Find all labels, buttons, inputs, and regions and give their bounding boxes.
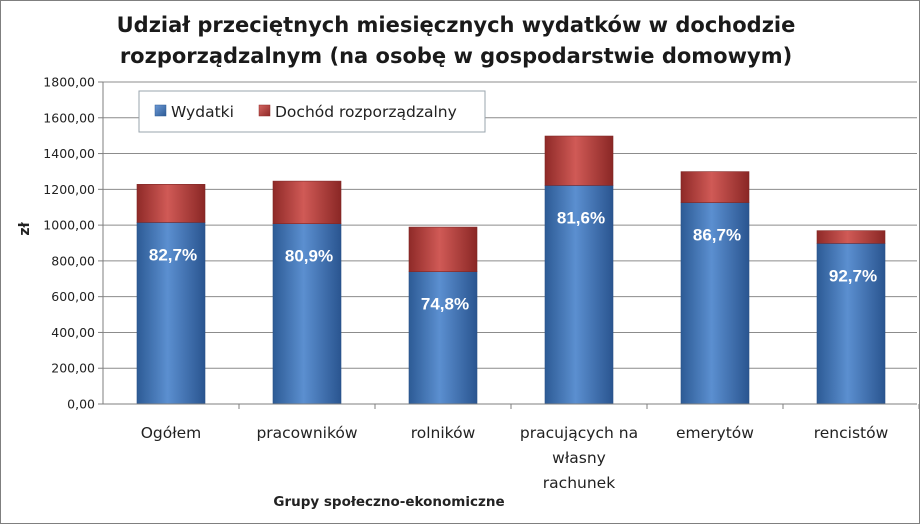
legend-box: [138, 90, 486, 133]
bar-wydatki: [544, 185, 614, 405]
data-label: 80,9%: [285, 247, 333, 266]
y-axis-label: zł: [17, 222, 33, 236]
y-gridlines: [103, 81, 917, 369]
y-tick-label: 1800,00: [43, 75, 95, 90]
x-tick-label: pracujących na własny rachunek: [520, 424, 638, 492]
legend: Wydatki Dochód rozporządzalny: [138, 90, 486, 133]
bar-dochod: [816, 230, 886, 244]
bar-dochod: [408, 226, 478, 272]
legend-label-dochod: Dochód rozporządzalny: [275, 103, 457, 121]
data-label: 81,6%: [557, 208, 605, 227]
y-tick-label: 1400,00: [43, 146, 95, 161]
legend-swatch-dochod: [258, 104, 271, 117]
data-label: 86,7%: [693, 226, 741, 245]
y-tick-label: 1000,00: [43, 218, 95, 233]
data-label: 92,7%: [829, 266, 877, 285]
bar-wydatki: [680, 202, 750, 405]
bar-dochod: [544, 135, 614, 186]
bar-dochod: [136, 184, 206, 223]
chart-title-line-2: rozporządzalnym (na osobę w gospodarstwi…: [120, 44, 792, 68]
y-tick-label: 1600,00: [43, 110, 95, 125]
x-tick-label: rencistów: [814, 424, 889, 442]
bars: [136, 135, 886, 405]
x-axis-label: Grupy społeczno-ekonomiczne: [273, 494, 504, 510]
y-tick-label: 800,00: [51, 253, 95, 268]
x-tick-label: rolników: [411, 424, 476, 442]
legend-label-wydatki: Wydatki: [171, 103, 234, 121]
x-tick-label: Ogółem: [141, 424, 202, 442]
y-tick-label: 1200,00: [43, 182, 95, 197]
bar-wydatki: [408, 271, 478, 405]
legend-swatch-wydatki: [154, 104, 167, 117]
chart-title: Udział przeciętnych miesięcznych wydatkó…: [117, 13, 796, 68]
x-axis-ticks: Ogółem pracowników rolników pracujących na w…: [141, 404, 919, 492]
chart-title-line-1: Udział przeciętnych miesięcznych wydatkó…: [117, 13, 796, 37]
x-tick-label: pracowników: [256, 424, 357, 442]
bar-wydatki: [272, 223, 342, 405]
y-axis-ticks: 0,00 200,00 400,00 600,00 800,00 1000,00 1200,…: [43, 75, 103, 412]
y-tick-label: 200,00: [51, 361, 95, 376]
bar-dochod: [680, 171, 750, 203]
data-label: 74,8%: [421, 295, 469, 314]
data-label: 82,7%: [149, 245, 197, 264]
x-tick-label: emerytów: [676, 424, 754, 442]
y-tick-label: 400,00: [51, 325, 95, 340]
y-tick-label: 0,00: [67, 397, 95, 412]
y-tick-label: 600,00: [51, 289, 95, 304]
bar-wydatki: [816, 243, 886, 405]
bar-dochod: [272, 180, 342, 224]
data-labels: 82,7% 80,9% 74,8% 81,6% 86,7% 92,7%: [149, 208, 877, 313]
